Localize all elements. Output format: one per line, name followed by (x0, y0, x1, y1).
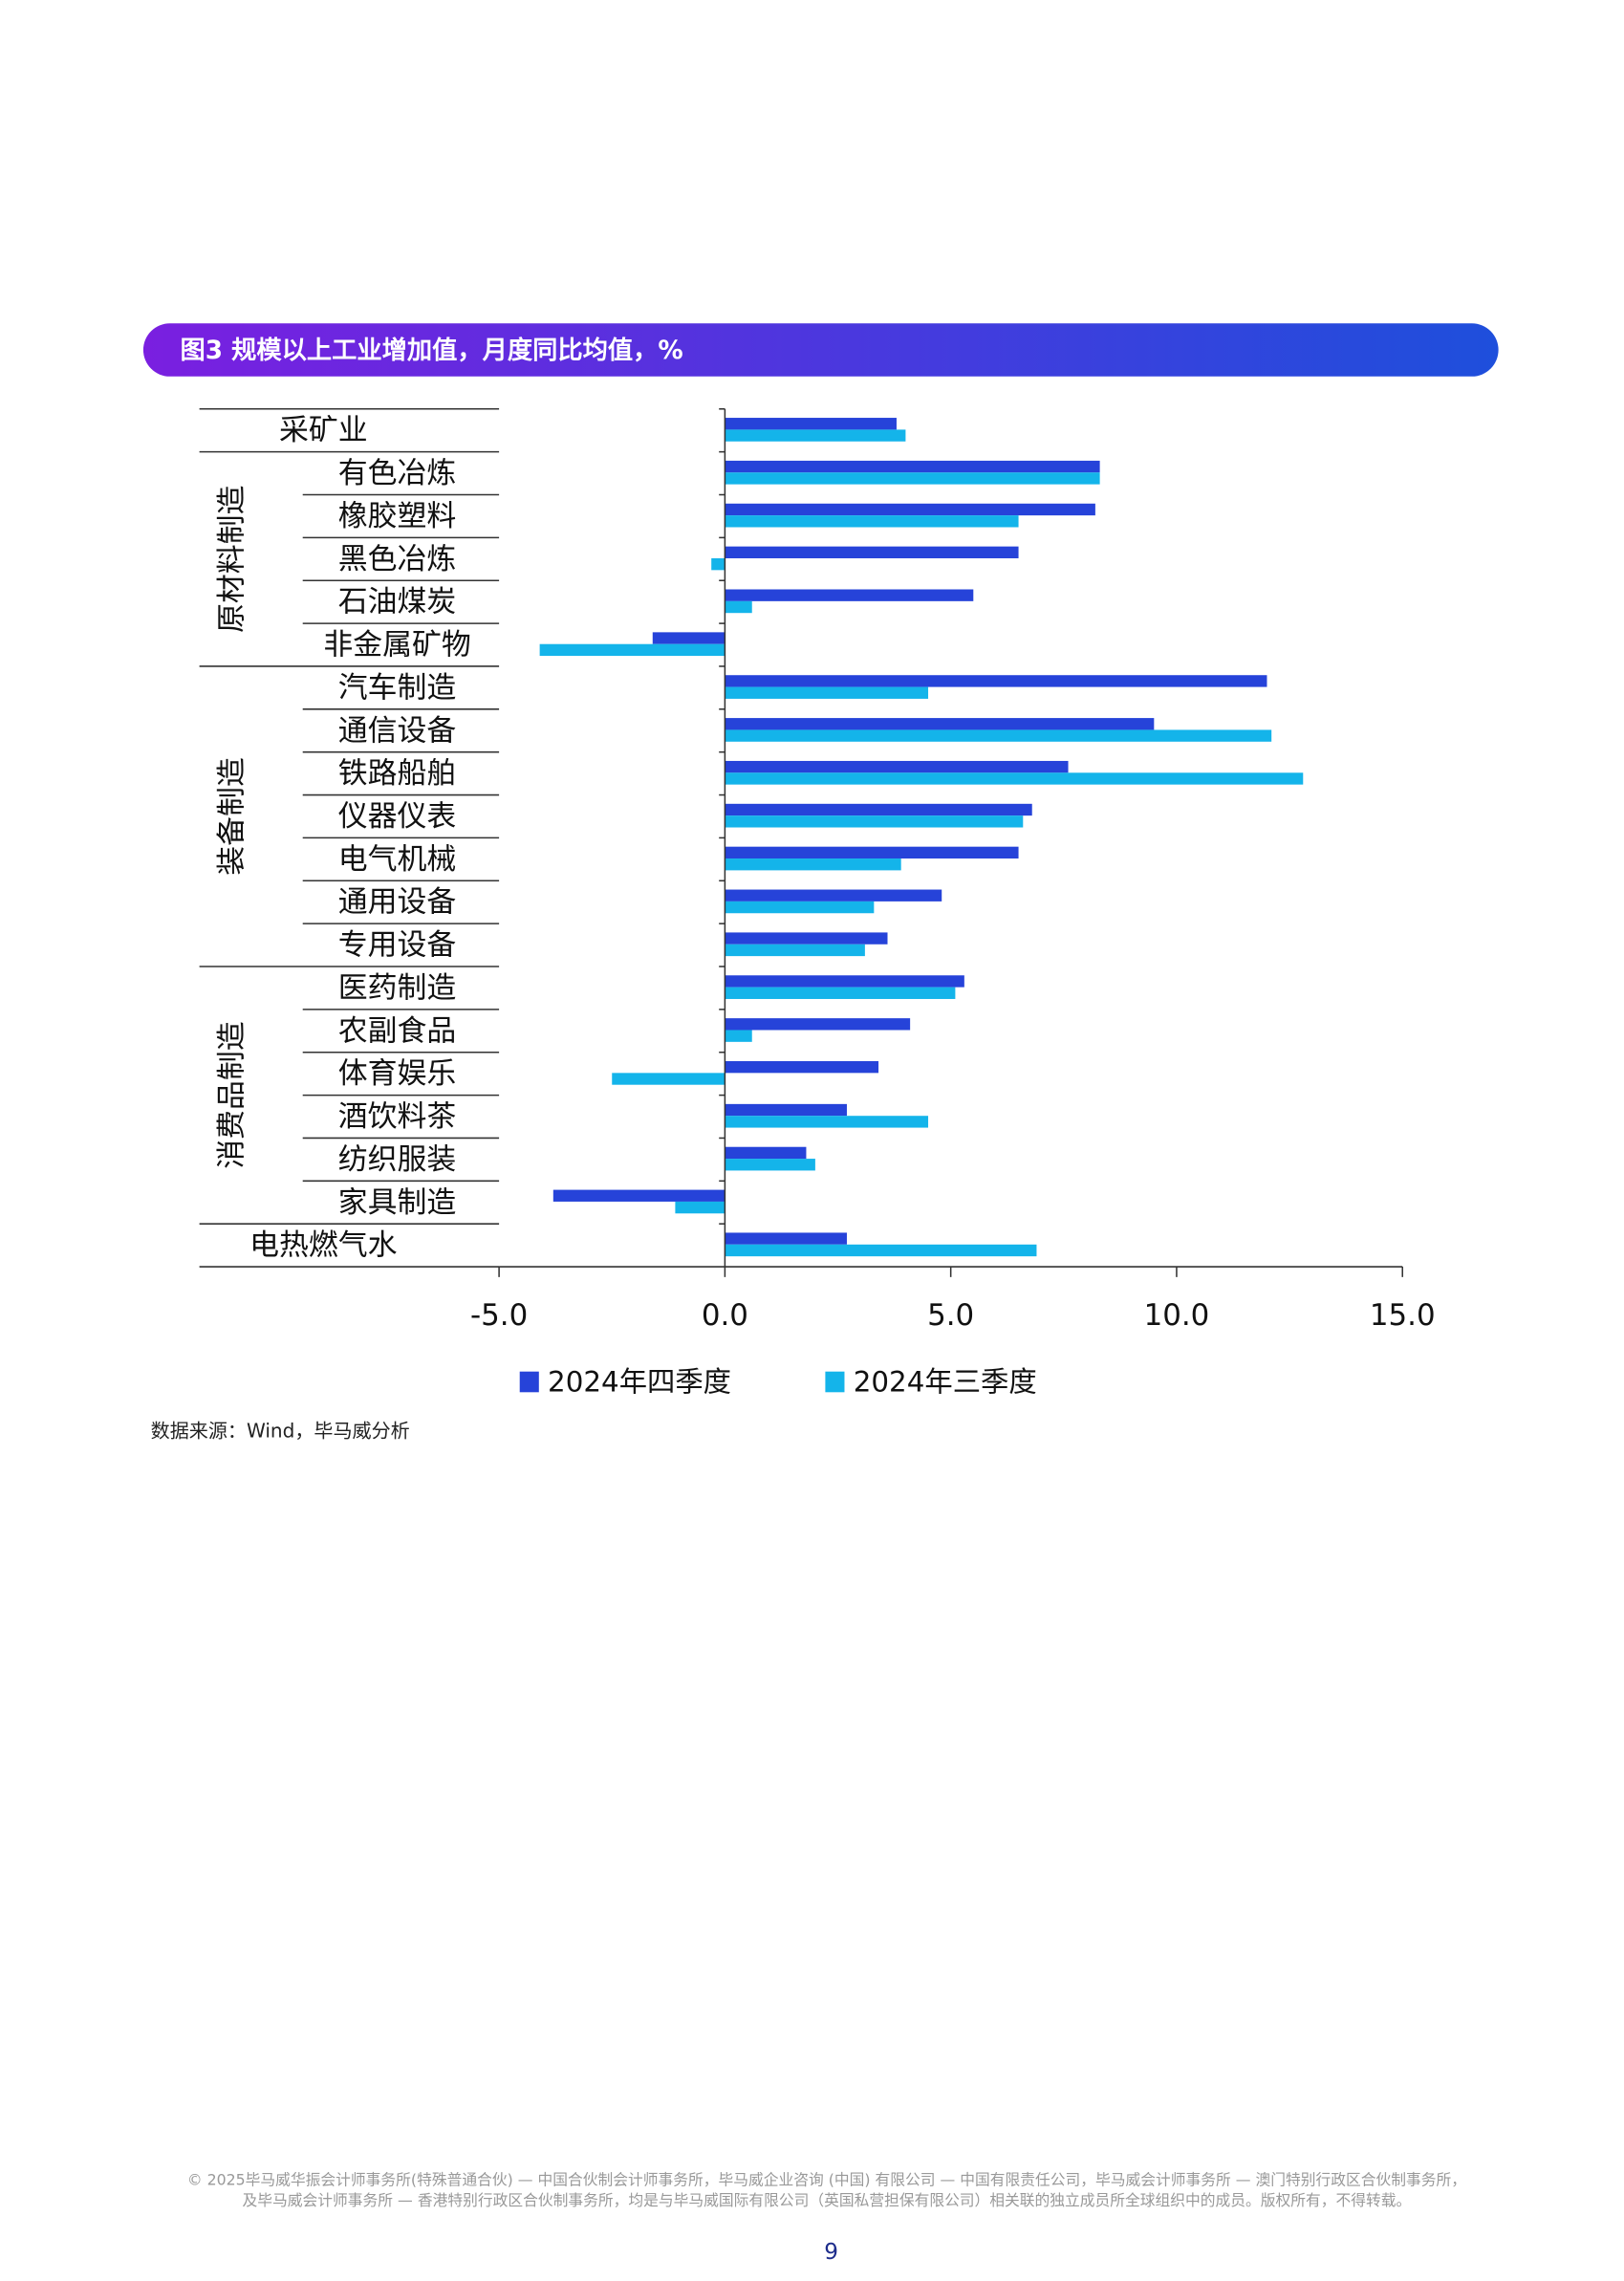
category-label: 专用设备 (338, 928, 457, 963)
bar (725, 901, 875, 914)
bar (725, 1030, 752, 1042)
group-label: 装备制造 (215, 757, 249, 876)
category-label: 采矿业 (279, 413, 368, 447)
bar (552, 1189, 725, 1202)
category-label: 非金属矿物 (323, 628, 470, 663)
bar (725, 729, 1272, 742)
bar (539, 643, 725, 657)
category-label: 黑色冶炼 (338, 542, 457, 576)
bar (725, 975, 964, 988)
bar (725, 846, 1019, 859)
bar (711, 557, 725, 571)
legend-swatch (519, 1371, 539, 1393)
category-label: 通信设备 (338, 713, 457, 748)
category-label: 体育娱乐 (338, 1056, 457, 1091)
bar (725, 429, 906, 442)
footer-line: 及毕马威会计师事务所 — 香港特别行政区合伙制事务所，均是与毕马威国际有限公司（… (243, 2191, 1412, 2209)
bar (725, 503, 1095, 516)
footer-line: © 2025毕马威华振会计师事务所(特殊普通合伙) — 中国合伙制会计师事务所，… (187, 2171, 1466, 2189)
x-tick-label: -5.0 (470, 1298, 528, 1333)
chart-title: 图3 规模以上工业增加值，月度同比均值，% (181, 336, 683, 365)
bar (725, 1018, 911, 1031)
category-label: 通用设备 (338, 885, 457, 920)
bar (725, 803, 1032, 816)
x-tick-label: 5.0 (927, 1298, 974, 1333)
bar (725, 675, 1267, 687)
legend-label: 2024年三季度 (854, 1366, 1037, 1399)
bar (725, 772, 1304, 785)
category-label: 纺织服装 (338, 1142, 457, 1177)
bar (725, 515, 1019, 528)
source-note: 数据来源：Wind，毕马威分析 (151, 1420, 410, 1443)
legend-swatch (825, 1371, 845, 1393)
category-label: 有色冶炼 (338, 456, 457, 490)
bar (725, 1146, 807, 1160)
bar (725, 718, 1155, 730)
group-label: 消费品制造 (215, 1021, 249, 1168)
bar (725, 987, 956, 999)
group-label: 原材料制造 (215, 486, 249, 633)
bar (725, 1116, 929, 1128)
bar (725, 760, 1069, 773)
category-label: 铁路船舶 (338, 756, 457, 791)
bar (725, 1103, 847, 1117)
bar (725, 815, 1024, 828)
page-number: 9 (824, 2240, 838, 2265)
bar (675, 1201, 725, 1214)
category-label: 汽车制造 (338, 670, 457, 705)
bar (725, 1159, 815, 1171)
bar (725, 944, 865, 957)
title-banner (142, 323, 1499, 377)
legend-label: 2024年四季度 (548, 1366, 731, 1399)
x-tick-label: 0.0 (702, 1298, 748, 1333)
x-tick-label: 15.0 (1370, 1298, 1436, 1333)
bar (725, 418, 897, 430)
category-label: 橡胶塑料 (338, 499, 457, 533)
bar (612, 1073, 725, 1085)
bar (725, 1244, 1037, 1257)
category-label: 电气机械 (338, 842, 457, 877)
bar (725, 1232, 847, 1245)
bar (725, 858, 901, 871)
category-label: 酒饮料茶 (338, 1099, 457, 1134)
category-label: 家具制造 (338, 1185, 457, 1220)
category-label: 电热燃气水 (249, 1228, 397, 1263)
bar (652, 632, 725, 644)
bar (725, 889, 942, 902)
bar (725, 600, 752, 614)
bar (725, 1060, 879, 1074)
bar (725, 460, 1100, 473)
bar (725, 589, 974, 601)
x-tick-label: 10.0 (1144, 1298, 1210, 1333)
bar (725, 472, 1100, 485)
bar (725, 686, 929, 699)
category-label: 医药制造 (338, 970, 457, 1005)
bar (725, 546, 1019, 558)
category-label: 农副食品 (338, 1013, 457, 1048)
category-label: 仪器仪表 (338, 799, 457, 834)
bar (725, 932, 888, 945)
category-label: 石油煤炭 (338, 585, 457, 619)
